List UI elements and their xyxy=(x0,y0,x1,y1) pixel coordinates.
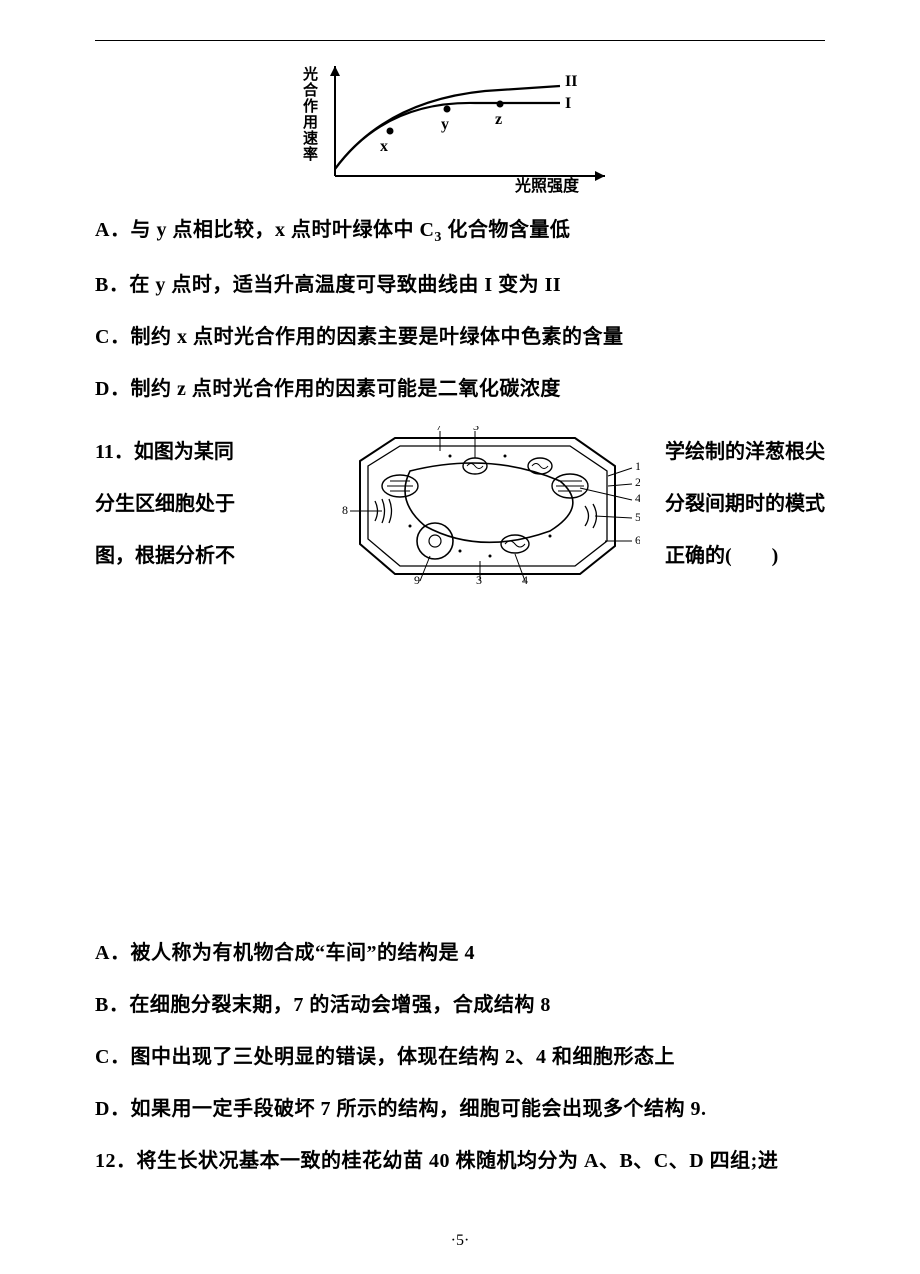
y-axis-arrow xyxy=(330,66,340,76)
chart-svg: II I x y z 光 合 作 用 速 率 光照强度 xyxy=(295,61,625,201)
y-axis-label: 光 合 作 用 速 率 xyxy=(302,65,322,163)
lbl-7: 7 xyxy=(436,426,442,433)
q11-left-2: 分生区细胞处于 xyxy=(95,478,235,530)
lbl-6: 6 xyxy=(635,533,640,547)
q10-A-tail: 化合物含量低 xyxy=(442,219,571,241)
lbl-2: 2 xyxy=(635,475,640,489)
point-z xyxy=(497,101,504,108)
lbl-3: 3 xyxy=(473,426,479,433)
label-II: II xyxy=(565,73,577,90)
photosynthesis-chart: II I x y z 光 合 作 用 速 率 光照强度 xyxy=(295,61,625,201)
q10-A-sub: 3 xyxy=(434,230,442,245)
q11-option-A: A．被人称为有机物合成“车间”的结构是 4 xyxy=(95,938,825,968)
label-pt-y: y xyxy=(441,116,449,133)
q11-right-col: 学绘制的洋葱根尖 分裂间期时的模式 正确的( ) xyxy=(665,426,825,582)
q11-right-1: 学绘制的洋葱根尖 xyxy=(665,426,825,478)
lbl-5: 5 xyxy=(635,510,640,524)
cell-diagram: 1 2 3 4 5 6 7 8 9 3 4 xyxy=(340,426,640,586)
q12-stem: 12．将生长状况基本一致的桂花幼苗 40 株随机均分为 A、B、C、D 四组;进 xyxy=(95,1146,825,1176)
lbl-4: 4 xyxy=(635,491,640,505)
x-axis-arrow xyxy=(595,171,605,181)
lbl-4b: 4 xyxy=(522,573,528,586)
point-y xyxy=(444,106,451,113)
lbl-3b: 3 xyxy=(476,573,482,586)
label-I: I xyxy=(565,95,571,112)
blank-space xyxy=(95,628,825,938)
label-pt-z: z xyxy=(495,111,502,128)
vacuole xyxy=(405,463,573,542)
q11-left-3: 图，根据分析不 xyxy=(95,530,235,582)
q11-option-D: D．如果用一定手段破坏 7 所示的结构，细胞可能会出现多个结构 9. xyxy=(95,1094,825,1124)
q10-option-D: D．制约 z 点时光合作用的因素可能是二氧化碳浓度 xyxy=(95,374,825,404)
x-axis-label: 光照强度 xyxy=(514,176,580,195)
q11-option-B: B．在细胞分裂末期，7 的活动会增强，合成结构 8 xyxy=(95,990,825,1020)
cell-wall xyxy=(360,438,615,574)
q11-right-2: 分裂间期时的模式 xyxy=(665,478,825,530)
nucleus xyxy=(417,523,453,559)
q11-option-C: C．图中出现了三处明显的错误，体现在结构 2、4 和细胞形态上 xyxy=(95,1042,825,1072)
q11-right-3: 正确的( ) xyxy=(665,530,825,582)
lbl-1: 1 xyxy=(635,459,640,473)
top-rule xyxy=(95,40,825,41)
nucleolus xyxy=(429,535,441,547)
q11-left-1: 11．如图为某同 xyxy=(95,426,235,478)
q10-A-text: A．与 y 点相比较，x 点时叶绿体中 C xyxy=(95,219,434,241)
point-x xyxy=(387,128,394,135)
q11-stem: 11．如图为某同 分生区细胞处于 图，根据分析不 xyxy=(95,426,825,606)
exam-page: II I x y z 光 合 作 用 速 率 光照强度 A．与 y 点相比较，x… xyxy=(0,0,920,1274)
label-pt-x: x xyxy=(380,138,388,155)
cell-svg: 1 2 3 4 5 6 7 8 9 3 4 xyxy=(340,426,640,586)
q10-option-A: A．与 y 点相比较，x 点时叶绿体中 C3 化合物含量低 xyxy=(95,215,825,248)
q10-option-B: B．在 y 点时，适当升高温度可导致曲线由 I 变为 II xyxy=(95,270,825,300)
lbl-9: 9 xyxy=(414,573,420,586)
lbl-8: 8 xyxy=(342,503,348,517)
er-right xyxy=(585,504,597,528)
page-number: ·5· xyxy=(0,1232,920,1250)
q11-left-col: 11．如图为某同 分生区细胞处于 图，根据分析不 xyxy=(95,426,235,582)
curve-I xyxy=(335,103,560,169)
q10-option-C: C．制约 x 点时光合作用的因素主要是叶绿体中色素的含量 xyxy=(95,322,825,352)
